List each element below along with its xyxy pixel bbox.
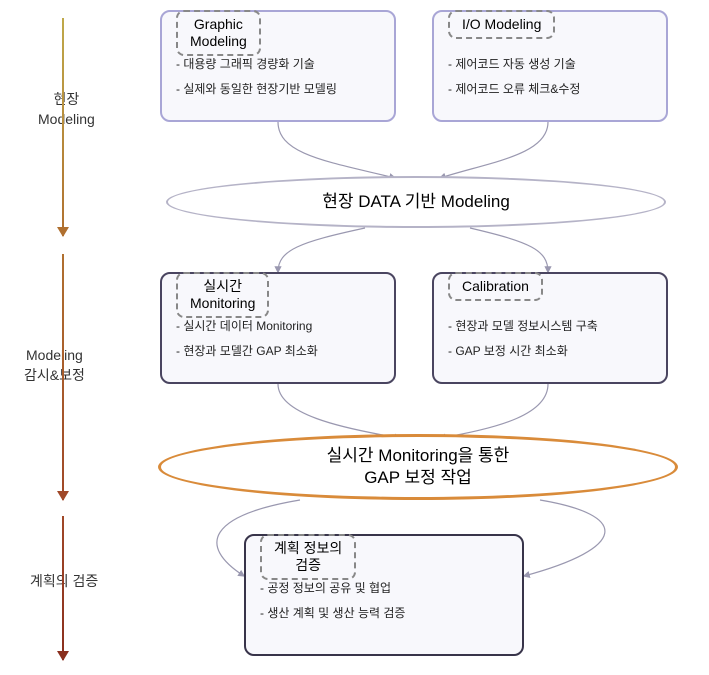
box-plan-verification: 계획 정보의검증 공정 정보의 공유 및 협업생산 계획 및 생산 능력 검증 bbox=[244, 534, 524, 656]
box-items: 대용량 그래픽 경량화 기술실제와 동일한 현장기반 모델링 bbox=[176, 52, 380, 102]
box-calibration: Calibration 현장과 모델 정보시스템 구축GAP 보정 시간 최소화 bbox=[432, 272, 668, 384]
box-graphic-modeling: GraphicModeling 대용량 그래픽 경량화 기술실제와 동일한 현장… bbox=[160, 10, 396, 122]
diagram-root: 현장Modeling Modeling감시&보정계획의 검증 GraphicMod… bbox=[0, 0, 709, 675]
phase-arrow bbox=[62, 516, 64, 660]
box-item: GAP 보정 시간 최소화 bbox=[448, 339, 652, 364]
phase-label: 현장Modeling bbox=[38, 90, 95, 129]
connector-path bbox=[470, 228, 548, 272]
box-item: 제어코드 자동 생성 기술 bbox=[448, 52, 652, 77]
box-item: 현장과 모델 정보시스템 구축 bbox=[448, 314, 652, 339]
box-realtime-monitoring: 실시간Monitoring 실시간 데이터 Monitoring현장과 모델간 … bbox=[160, 272, 396, 384]
ellipse-text: 현장 DATA 기반 Modeling bbox=[322, 191, 510, 213]
box-io-modeling: I/O Modeling 제어코드 자동 생성 기술제어코드 오류 체크&수정 bbox=[432, 10, 668, 122]
box-item: 제어코드 오류 체크&수정 bbox=[448, 77, 652, 102]
ellipse-gap-correction: 실시간 Monitoring을 통한GAP 보정 작업 bbox=[158, 434, 678, 500]
box-item: 대용량 그래픽 경량화 기술 bbox=[176, 52, 380, 77]
box-item: 실제와 동일한 현장기반 모델링 bbox=[176, 77, 380, 102]
connector-path bbox=[278, 228, 365, 272]
box-item: 실시간 데이터 Monitoring bbox=[176, 314, 380, 339]
phase-label: 계획의 검증 bbox=[30, 572, 98, 592]
box-title: 실시간Monitoring bbox=[176, 272, 269, 318]
box-item: 현장과 모델간 GAP 최소화 bbox=[176, 339, 380, 364]
box-item: 공정 정보의 공유 및 협업 bbox=[260, 576, 508, 601]
phase-arrow bbox=[62, 254, 64, 500]
phase-arrow bbox=[62, 18, 64, 236]
phase-label: Modeling감시&보정 bbox=[24, 346, 85, 385]
connector-path bbox=[524, 500, 605, 576]
box-item: 생산 계획 및 생산 능력 검증 bbox=[260, 601, 508, 626]
box-items: 현장과 모델 정보시스템 구축GAP 보정 시간 최소화 bbox=[448, 314, 652, 364]
box-title: 계획 정보의검증 bbox=[260, 534, 356, 580]
box-items: 실시간 데이터 Monitoring현장과 모델간 GAP 최소화 bbox=[176, 314, 380, 364]
ellipse-text: 실시간 Monitoring을 통한GAP 보정 작업 bbox=[327, 445, 510, 489]
box-title: I/O Modeling bbox=[448, 10, 555, 39]
box-title: GraphicModeling bbox=[176, 10, 261, 56]
box-items: 공정 정보의 공유 및 협업생산 계획 및 생산 능력 검증 bbox=[260, 576, 508, 626]
connector-path bbox=[278, 384, 400, 438]
box-items: 제어코드 자동 생성 기술제어코드 오류 체크&수정 bbox=[448, 52, 652, 102]
ellipse-data-modeling: 현장 DATA 기반 Modeling bbox=[166, 176, 666, 228]
connector-path bbox=[278, 122, 395, 178]
box-title: Calibration bbox=[448, 272, 543, 301]
connector-path bbox=[440, 384, 548, 438]
connector-path bbox=[440, 122, 548, 178]
